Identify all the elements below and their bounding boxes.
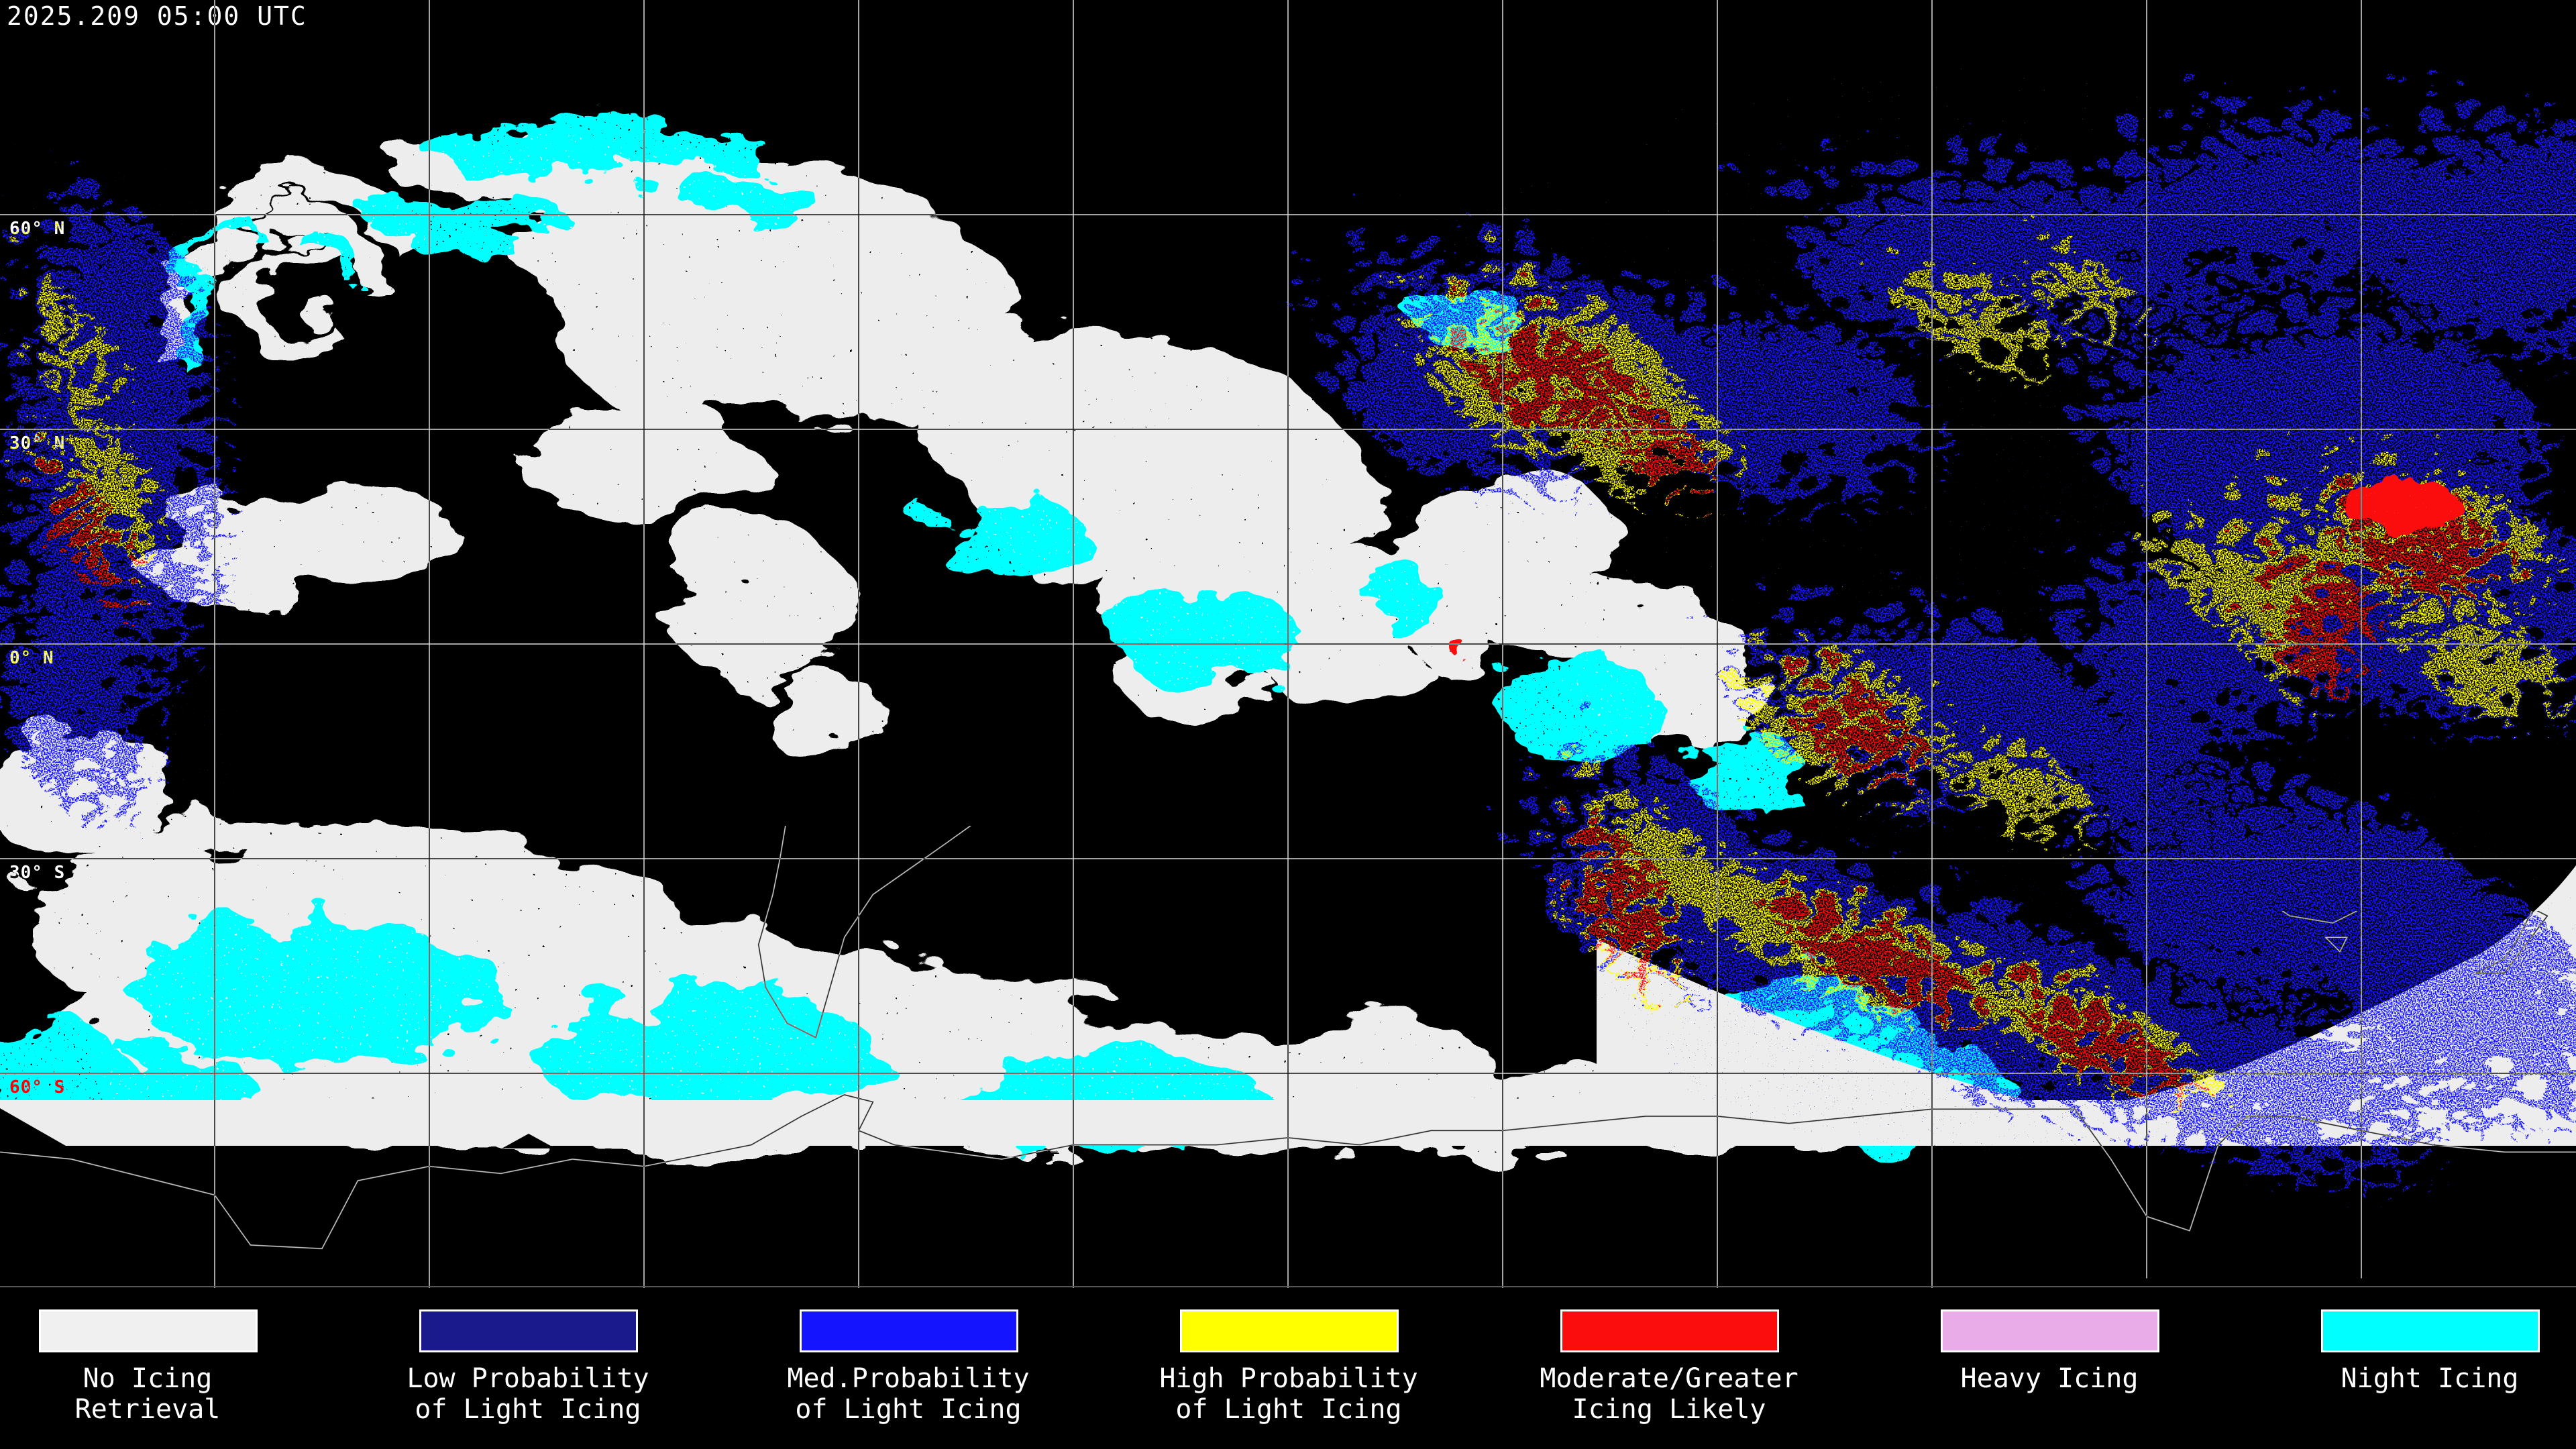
legend-label: Icing Likely (1481, 1394, 1857, 1425)
legend-label: High Probability (1101, 1363, 1477, 1394)
lat-label-60s: 60° S (9, 1077, 65, 1097)
legend-item-no-icing: No Icing Retrieval (0, 1288, 335, 1449)
lat-label-60n: 60° N (9, 219, 65, 239)
lat-label-30n: 30° N (9, 433, 65, 453)
legend-item-low-prob: Low Probability of Light Icing (340, 1288, 716, 1449)
global-icing-map: 2025.209 05:00 UTC 60° N 30° N 0° N 30° … (0, 0, 2576, 1288)
legend-label: Low Probability (340, 1363, 716, 1394)
legend-label: No Icing (0, 1363, 335, 1394)
legend-item-med-prob: Med.Probability of Light Icing (720, 1288, 1096, 1449)
legend-label: Med.Probability (720, 1363, 1096, 1394)
map-canvas (0, 0, 2576, 1288)
legend-swatch-night (2321, 1309, 2540, 1352)
legend-swatch-med-prob (800, 1309, 1018, 1352)
legend-swatch-no-icing (39, 1309, 258, 1352)
legend-swatch-heavy (1941, 1309, 2159, 1352)
legend-label: of Light Icing (1101, 1394, 1477, 1425)
lat-label-30s: 30° S (9, 863, 65, 883)
legend-label: of Light Icing (340, 1394, 716, 1425)
legend-swatch-moderate (1560, 1309, 1779, 1352)
lat-label-0n: 0° N (9, 648, 54, 668)
legend-item-heavy: Heavy Icing (1862, 1288, 2237, 1449)
legend-item-night: Night Icing (2242, 1288, 2576, 1449)
legend-label: Night Icing (2242, 1363, 2576, 1394)
legend-swatch-high-prob (1180, 1309, 1399, 1352)
legend-item-high-prob: High Probability of Light Icing (1101, 1288, 1477, 1449)
legend-label: Heavy Icing (1862, 1363, 2237, 1394)
timestamp: 2025.209 05:00 UTC (7, 1, 307, 31)
legend: No Icing Retrieval Low Probability of Ligh… (0, 1288, 2576, 1449)
legend-label: of Light Icing (720, 1394, 1096, 1425)
icing-product-screen: 2025.209 05:00 UTC 60° N 30° N 0° N 30° … (0, 0, 2576, 1449)
legend-item-moderate: Moderate/Greater Icing Likely (1481, 1288, 1857, 1449)
legend-label: Retrieval (0, 1394, 335, 1425)
legend-swatch-low-prob (419, 1309, 638, 1352)
legend-label: Moderate/Greater (1481, 1363, 1857, 1394)
